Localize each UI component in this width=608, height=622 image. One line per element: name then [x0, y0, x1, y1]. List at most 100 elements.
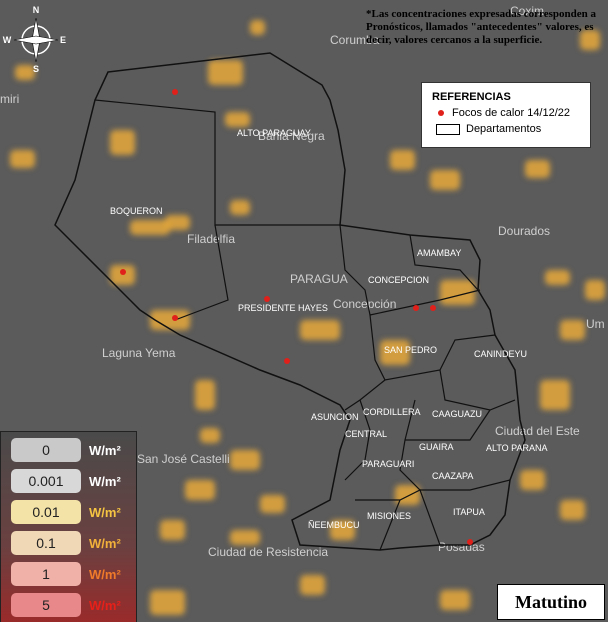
- scale-unit: W/m²: [89, 442, 121, 458]
- department-labels: ALTO PARAGUAY BOQUERON PRESIDENTE HAYES CON…: [110, 128, 548, 530]
- place-label: Ciudad del Este: [495, 424, 580, 438]
- place-label: Dourados: [498, 224, 550, 238]
- scale-unit: W/m²: [89, 473, 121, 489]
- concentration-blob: [300, 320, 340, 340]
- department-borders: [94, 99, 516, 551]
- concentration-blob: [580, 30, 600, 50]
- department-label: CONCEPCION: [368, 275, 429, 285]
- concentration-blob: [390, 150, 415, 170]
- country-outline: [54, 52, 526, 551]
- fire-points: [120, 89, 473, 545]
- department-label: BOQUERON: [110, 206, 163, 216]
- concentration-blob: [110, 265, 135, 285]
- scale-level: 0.1: [11, 531, 81, 555]
- department-label: ALTO PARAGUAY: [237, 128, 311, 138]
- place-label: Filadelfia: [187, 232, 235, 246]
- concentration-blob: [195, 380, 215, 410]
- concentration-blob: [430, 170, 460, 190]
- department-label: CAAGUAZU: [432, 409, 482, 419]
- department-label: AMAMBAY: [417, 248, 461, 258]
- concentration-blob: [165, 215, 190, 230]
- place-label: Concepción: [333, 297, 396, 311]
- department-label: CENTRAL: [345, 429, 387, 439]
- concentration-blob: [110, 130, 135, 155]
- concentration-blob: [520, 470, 545, 490]
- compass-e: E: [60, 35, 66, 45]
- department-label: ÑEEMBUCU: [308, 520, 360, 530]
- place-label: Corumba: [330, 33, 380, 47]
- concentration-blob: [440, 590, 470, 610]
- place-label: Coxim: [510, 4, 544, 18]
- department-label: PARAGUARI: [362, 459, 414, 469]
- legend: REFERENCIAS Focos de calor 14/12/22 Depa…: [421, 82, 591, 148]
- concentration-blob: [150, 590, 185, 615]
- concentration-blob: [545, 270, 570, 285]
- place-label: Posadas: [438, 540, 485, 554]
- concentration-blob: [10, 150, 35, 168]
- concentration-blob: [540, 380, 570, 410]
- scale-unit: W/m²: [89, 504, 121, 520]
- scale-level: 0.001: [11, 469, 81, 493]
- department-label: CAAZAPA: [432, 471, 473, 481]
- scale-row: 0.01 W/m²: [11, 500, 131, 524]
- place-label: Laguna Yema: [102, 346, 176, 360]
- concentration-blob: [130, 220, 170, 235]
- department-label: ITAPUA: [453, 507, 485, 517]
- scale-level: 1: [11, 562, 81, 586]
- concentration-blob: [225, 112, 250, 127]
- place-label: Um: [586, 317, 605, 331]
- place-label: miri: [0, 92, 19, 106]
- concentration-blob: [440, 280, 475, 305]
- concentration-blob: [150, 310, 190, 330]
- department-label: SAN PEDRO: [384, 345, 437, 355]
- concentration-blob: [525, 160, 550, 178]
- scale-level: 0: [11, 438, 81, 462]
- scale-row: 0.1 W/m²: [11, 531, 131, 555]
- legend-label: Focos de calor 14/12/22: [452, 107, 571, 119]
- concentration-blob: [330, 520, 355, 540]
- concentration-blob: [208, 60, 243, 85]
- legend-item: Focos de calor 14/12/22: [436, 107, 590, 119]
- concentration-blob: [185, 480, 215, 500]
- concentration-blob: [260, 495, 285, 513]
- concentration-blob: [200, 428, 220, 443]
- concentration-blob: [585, 280, 605, 300]
- place-label: Bahia Negra: [258, 129, 325, 143]
- place-label: PARAGUA: [290, 272, 348, 286]
- compass-n: N: [33, 5, 40, 15]
- legend-title: REFERENCIAS: [432, 91, 511, 103]
- department-label: ASUNCION: [311, 412, 359, 422]
- compass-rose: N S E W: [3, 5, 66, 74]
- note: *Las concentraciones expresadas correspo…: [366, 8, 596, 46]
- scale-row: 0 W/m²: [11, 438, 131, 462]
- scale-row: 1 W/m²: [11, 562, 131, 586]
- concentration-blob: [300, 575, 325, 595]
- concentration-blob: [230, 450, 260, 470]
- scale-unit: W/m²: [89, 597, 121, 613]
- department-label: MISIONES: [367, 511, 411, 521]
- legend-item: Departamentos: [436, 123, 590, 135]
- concentration-blob: [15, 65, 35, 80]
- compass-w: W: [3, 35, 12, 45]
- concentration-blob: [560, 500, 585, 520]
- period-badge: Matutino: [497, 584, 605, 620]
- department-label: ALTO PARANA: [486, 443, 548, 453]
- department-label: PRESIDENTE HAYES: [238, 303, 328, 313]
- scale-unit: W/m²: [89, 535, 121, 551]
- concentration-layer: [10, 20, 605, 615]
- compass-s: S: [33, 64, 39, 74]
- concentration-blob: [230, 530, 260, 545]
- scale-legend: 0 W/m² 0.001 W/m² 0.01 W/m² 0.1 W/m² 1 W/m² 5 W/m²: [0, 431, 137, 622]
- concentration-blob: [230, 200, 250, 215]
- scale-row: 0.001 W/m²: [11, 469, 131, 493]
- scale-level: 0.01: [11, 500, 81, 524]
- concentration-blob: [160, 520, 185, 540]
- scale-level: 5: [11, 593, 81, 617]
- concentration-blob: [560, 320, 585, 340]
- department-label: CORDILLERA: [363, 407, 421, 417]
- department-label: GUAIRA: [419, 442, 454, 452]
- concentration-blob: [250, 20, 265, 35]
- place-label: San José Castelli: [137, 452, 230, 466]
